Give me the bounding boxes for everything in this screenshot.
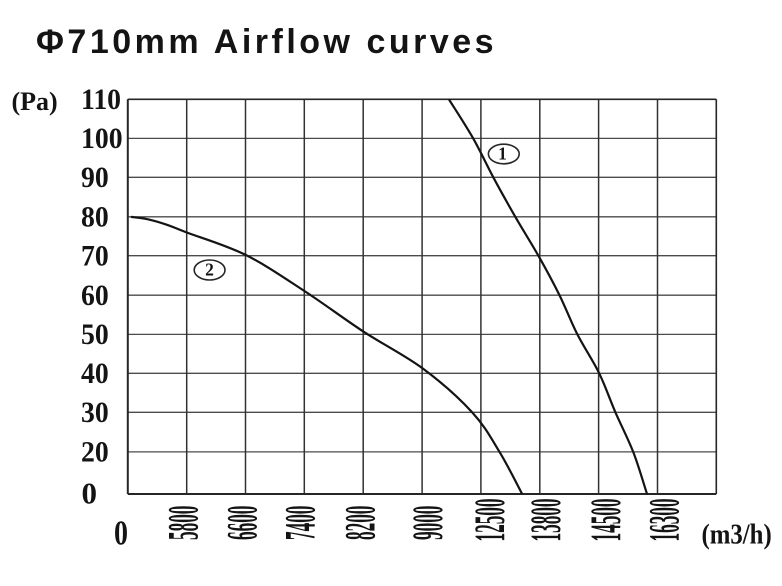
- svg-text:12500: 12500: [467, 499, 514, 542]
- svg-text:0: 0: [82, 475, 98, 510]
- svg-text:30: 30: [81, 396, 109, 429]
- svg-text:13800: 13800: [523, 499, 570, 542]
- svg-text:90: 90: [81, 161, 109, 194]
- svg-text:50: 50: [81, 318, 109, 351]
- svg-text:5800: 5800: [161, 506, 208, 540]
- svg-text:9000: 9000: [405, 506, 452, 540]
- svg-text:16300: 16300: [642, 499, 689, 542]
- svg-text:0: 0: [114, 514, 128, 553]
- svg-text:(m3/h): (m3/h): [702, 518, 772, 550]
- svg-text:2: 2: [205, 260, 214, 280]
- svg-text:6600: 6600: [220, 506, 267, 540]
- svg-text:60: 60: [81, 279, 109, 312]
- svg-text:40: 40: [81, 357, 109, 390]
- svg-text:8200: 8200: [338, 506, 385, 540]
- svg-text:100: 100: [81, 122, 123, 155]
- svg-text:80: 80: [81, 201, 109, 234]
- svg-text:(Pa): (Pa): [12, 87, 58, 116]
- svg-text:14500: 14500: [583, 499, 630, 542]
- svg-text:Φ710mm Airflow curves: Φ710mm Airflow curves: [36, 23, 497, 61]
- svg-text:20: 20: [81, 436, 109, 469]
- svg-text:1: 1: [498, 144, 507, 164]
- svg-text:7400: 7400: [278, 506, 325, 540]
- svg-text:70: 70: [81, 240, 109, 273]
- svg-text:110: 110: [81, 83, 121, 116]
